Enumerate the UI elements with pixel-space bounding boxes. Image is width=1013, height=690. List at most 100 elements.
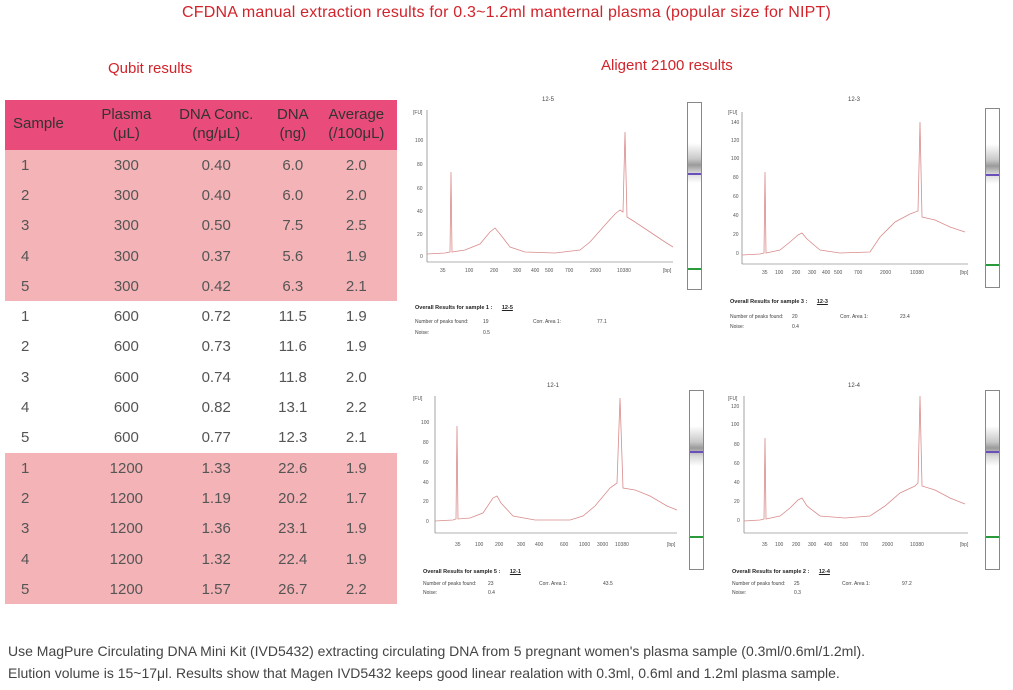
overall-results-title: Overall Results for sample 2 : 12-4 xyxy=(732,569,830,575)
area-label: Corr. Area 1: xyxy=(842,581,871,587)
cell-sample: 3 xyxy=(5,210,91,241)
table-row: 1 1200 1.33 22.6 1.9 xyxy=(5,452,397,484)
x-unit-label: [bp] xyxy=(960,270,969,276)
noise-value: 0.3 xyxy=(794,590,801,596)
cell-dna: 5.6 xyxy=(269,240,316,272)
x-tick: 2000 xyxy=(880,270,891,276)
gel-lane-1 xyxy=(687,102,702,290)
peaks-label: Number of peaks found: xyxy=(423,581,477,587)
table-row: 3 1200 1.36 23.1 1.9 xyxy=(5,513,397,544)
cell-sample: 2 xyxy=(5,331,91,363)
cell-dna: 7.5 xyxy=(269,210,316,241)
x-tick: 100 xyxy=(775,542,784,548)
gel-lane-4 xyxy=(985,390,1000,570)
x-tick: 10380 xyxy=(910,270,924,276)
header-plasma: Plasma (μL) xyxy=(90,100,163,150)
cell-average: 1.9 xyxy=(315,240,397,272)
area-label: Corr. Area 1: xyxy=(539,581,568,587)
x-unit-label: [bp] xyxy=(667,542,676,548)
lower-marker-band xyxy=(986,264,999,266)
y-unit-label: [FU] xyxy=(728,396,738,402)
cell-dna-conc: 0.72 xyxy=(162,301,270,332)
peaks-label: Number of peaks found: xyxy=(730,314,784,320)
cell-average: 1.7 xyxy=(315,483,397,514)
x-tick: 400 xyxy=(535,542,544,548)
cell-dna: 22.6 xyxy=(269,452,316,484)
y-unit-label: [FU] xyxy=(413,396,423,402)
overall-results-title: Overall Results for sample 3 : 12-3 xyxy=(730,299,828,305)
cell-dna: 20.2 xyxy=(269,483,316,514)
cell-plasma: 600 xyxy=(90,362,163,393)
upper-marker-band xyxy=(986,174,999,176)
peaks-value: 25 xyxy=(794,581,800,587)
cell-dna: 11.6 xyxy=(269,331,316,363)
table-row: 1 600 0.72 11.5 1.9 xyxy=(5,301,397,332)
lower-marker-band xyxy=(688,268,701,270)
y-tick: 60 xyxy=(423,460,429,466)
qubit-results-table: Sample Plasma (μL) DNA Conc. (ng/μL) DNA (n… xyxy=(5,100,397,605)
cell-plasma: 1200 xyxy=(90,483,163,514)
noise-label: Noise: xyxy=(732,590,747,596)
noise-value: 0.4 xyxy=(488,590,495,596)
cell-average: 2.0 xyxy=(315,362,397,393)
cell-dna-conc: 0.82 xyxy=(162,392,270,423)
x-tick: 35 xyxy=(762,270,768,276)
cell-dna: 26.7 xyxy=(269,574,316,605)
y-tick: 120 xyxy=(731,138,740,144)
cell-dna: 6.0 xyxy=(269,180,316,211)
x-tick: 1000 xyxy=(579,542,590,548)
y-tick: 20 xyxy=(417,232,423,238)
table-row: 4 600 0.82 13.1 2.2 xyxy=(5,392,397,423)
cell-dna-conc: 1.32 xyxy=(162,543,270,575)
cell-dna-conc: 0.40 xyxy=(162,180,270,211)
cell-plasma: 600 xyxy=(90,422,163,453)
y-tick: 40 xyxy=(423,480,429,486)
cell-average: 2.1 xyxy=(315,271,397,302)
noise-value: 0.4 xyxy=(792,324,799,330)
x-tick: 400 xyxy=(531,268,540,274)
peaks-label: Number of peaks found: xyxy=(415,319,469,325)
cell-average: 1.9 xyxy=(315,452,397,484)
cell-dna-conc: 0.50 xyxy=(162,210,270,241)
area-label: Corr. Area 1: xyxy=(840,314,869,320)
table-row: 2 300 0.40 6.0 2.0 xyxy=(5,180,397,211)
y-unit-label: [FU] xyxy=(413,110,423,116)
cell-average: 2.1 xyxy=(315,422,397,453)
x-tick: 200 xyxy=(792,270,801,276)
x-tick: 35 xyxy=(440,268,446,274)
cell-sample: 2 xyxy=(5,180,91,211)
panel-sample-id: 12-1 xyxy=(547,383,560,389)
y-tick: 0 xyxy=(420,254,423,260)
cell-plasma: 300 xyxy=(90,210,163,241)
x-tick: 500 xyxy=(834,270,843,276)
qubit-results-title: Qubit results xyxy=(108,60,193,77)
cell-average: 2.2 xyxy=(315,392,397,423)
cell-dna-conc: 0.40 xyxy=(162,150,270,181)
cell-sample: 1 xyxy=(5,452,91,484)
cell-plasma: 1200 xyxy=(90,513,163,544)
area-label: Corr. Area 1: xyxy=(533,319,562,325)
y-tick: 0 xyxy=(426,519,429,525)
y-tick: 20 xyxy=(734,499,740,505)
panel-sample-id: 12-5 xyxy=(542,97,555,103)
noise-label: Noise: xyxy=(423,590,438,596)
caption-line-1: Use MagPure Circulating DNA Mini Kit (IV… xyxy=(8,643,866,659)
cell-dna: 6.0 xyxy=(269,150,316,181)
noise-label: Noise: xyxy=(415,330,430,336)
cell-average: 2.2 xyxy=(315,574,397,605)
y-tick: 40 xyxy=(733,213,739,219)
y-tick: 140 xyxy=(731,120,740,126)
cell-dna-conc: 1.19 xyxy=(162,483,270,514)
x-tick: 35 xyxy=(455,542,461,548)
cell-average: 2.5 xyxy=(315,210,397,241)
cell-dna: 22.4 xyxy=(269,543,316,575)
y-tick: 20 xyxy=(423,499,429,505)
y-tick: 40 xyxy=(417,209,423,215)
electropherogram-3: 12-1 [FU] 100 80 60 40 20 0 35 100 200 3… xyxy=(413,383,678,548)
y-tick: 60 xyxy=(734,461,740,467)
y-tick: 100 xyxy=(421,420,430,426)
x-tick: 600 xyxy=(560,542,569,548)
x-unit-label: [bp] xyxy=(663,268,672,274)
x-tick: 200 xyxy=(490,268,499,274)
cell-dna-conc: 1.36 xyxy=(162,513,270,544)
